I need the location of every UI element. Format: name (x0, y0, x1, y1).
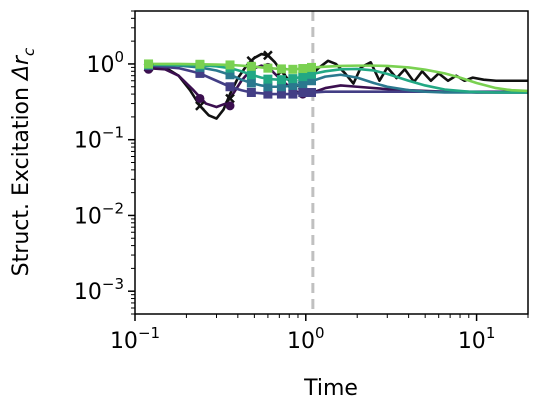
series-3-marker-6 (276, 89, 286, 99)
y-axis-label-subscript: c (20, 47, 38, 56)
series-3-marker-8 (298, 87, 308, 97)
series-4-marker-8 (298, 79, 308, 89)
plot-background (135, 11, 528, 314)
series-6-marker-6 (276, 64, 286, 74)
series-3-marker-5 (263, 89, 273, 99)
series-6-marker-9 (307, 62, 317, 72)
series-5-marker-5 (263, 74, 273, 84)
series-6-marker-2 (195, 59, 205, 69)
series-1-marker-3 (225, 93, 235, 104)
series-6-marker-4 (246, 61, 256, 71)
series-4-marker-3 (225, 70, 235, 80)
series-3-marker-3 (225, 82, 235, 92)
y-axis-ticks: 10−3 10−2 10−1 100 (74, 10, 135, 315)
y-tick-label-3: 10−1 (74, 124, 124, 154)
series-5-marker-8 (298, 72, 308, 82)
series-5-marker-4 (246, 70, 256, 80)
y-axis-label-symbol: Δr (9, 54, 34, 82)
x-axis-ticks: 10−1 100 101 (110, 314, 529, 354)
y-tick-label-1: 10−3 (74, 275, 124, 305)
series-6-marker-1 (144, 59, 154, 69)
x-tick-label-3: 101 (458, 324, 496, 354)
series-4-marker-7 (288, 80, 298, 90)
series-2-marker-3 (225, 101, 235, 111)
y-tick-label-2: 10−2 (74, 199, 124, 229)
x-tick-label-1: 10−1 (110, 324, 160, 354)
series-3-marker-2 (195, 68, 205, 78)
series-6-marker-5 (263, 63, 273, 73)
y-axis-label: Struct. Excitation Δrc (9, 47, 38, 276)
series-6-marker-8 (298, 64, 308, 74)
series-4-marker-9 (307, 76, 317, 86)
x-tick-label-2: 100 (287, 324, 325, 354)
y-axis-label-main: Struct. Excitation (9, 80, 34, 276)
series-4-marker-6 (276, 82, 286, 92)
series-3-marker-7 (288, 89, 298, 99)
series-line-1 (147, 52, 528, 120)
series-5-marker-9 (307, 69, 317, 79)
series-6-marker-7 (288, 64, 298, 74)
series-6-marker-3 (225, 60, 235, 70)
series-5-marker-7 (288, 74, 298, 84)
y-tick-label-4: 100 (86, 48, 124, 78)
series-1-marker-2 (195, 100, 205, 111)
series-2-marker-2 (195, 93, 205, 103)
series-4-marker-4 (246, 78, 256, 88)
series-5-marker-6 (276, 75, 286, 85)
series-3-marker-9 (307, 87, 317, 97)
series-4-marker-5 (263, 82, 273, 92)
x-axis-label: Time (303, 376, 358, 401)
series-1-marker-5 (263, 50, 273, 61)
marker-layer (143, 50, 317, 111)
series-3-marker-4 (246, 87, 256, 97)
